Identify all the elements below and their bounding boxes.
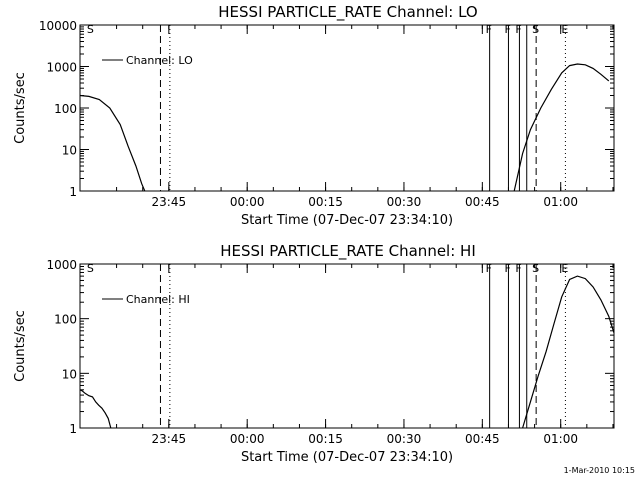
x-axis-label: Start Time (07-Dec-07 23:34:10) xyxy=(241,213,453,228)
event-marker-label: F xyxy=(486,262,492,275)
legend-label: Channel: LO xyxy=(126,54,193,67)
x-tick-label: 00:00 xyxy=(230,432,265,446)
x-tick-label: 00:00 xyxy=(230,195,265,209)
x-tick-label: 00:30 xyxy=(387,432,422,446)
footer-timestamp: 1-Mar-2010 10:15 xyxy=(564,466,635,475)
event-marker-label: F xyxy=(515,23,521,36)
event-marker-label: F xyxy=(486,23,492,36)
panel-hi: HESSI PARTICLE_RATE Channel: HI 1 10 100 10… xyxy=(13,242,615,465)
y-axis-label: Counts/sec xyxy=(13,310,28,382)
series-line xyxy=(79,94,146,192)
event-marker-label: F xyxy=(504,262,510,275)
y-tick-label: 100 xyxy=(54,313,77,327)
plot-contents: 1 10 100 1000 10000 23:45 00:00 00:15 00:30 00:45… xyxy=(39,19,615,209)
y-tick-label: 1000 xyxy=(46,258,77,272)
x-tick-label: 23:45 xyxy=(152,432,187,446)
series-line xyxy=(79,389,112,429)
event-marker-label: F xyxy=(504,23,510,36)
y-tick-label: 1 xyxy=(69,185,77,199)
series-line xyxy=(513,63,610,192)
legend-label: Channel: HI xyxy=(126,293,190,306)
event-marker-label: S xyxy=(87,262,94,275)
x-tick-label: 00:15 xyxy=(308,432,343,446)
chart-title: HESSI PARTICLE_RATE Channel: HI xyxy=(220,242,476,261)
x-tick-label: 01:00 xyxy=(543,195,578,209)
x-tick-label: 00:45 xyxy=(465,195,500,209)
event-marker-label: E xyxy=(561,262,568,275)
x-tick-label: 01:00 xyxy=(543,432,578,446)
x-tick-label: 00:30 xyxy=(387,195,422,209)
event-marker-label: E xyxy=(561,23,568,36)
y-tick-label: 10 xyxy=(62,144,77,158)
y-tick-label: 1 xyxy=(69,422,77,436)
event-marker-label: S xyxy=(532,23,539,36)
y-tick-label: 10000 xyxy=(39,19,77,33)
x-tick-label: 00:45 xyxy=(465,432,500,446)
chart-title: HESSI PARTICLE_RATE Channel: LO xyxy=(218,3,477,22)
panel-lo: HESSI PARTICLE_RATE Channel: LO 1 10 100 10… xyxy=(13,3,615,228)
event-marker-label: S xyxy=(87,23,94,36)
x-axis-label: Start Time (07-Dec-07 23:34:10) xyxy=(241,450,453,465)
y-tick-label: 10 xyxy=(62,367,77,381)
y-tick-label: 1000 xyxy=(46,61,77,75)
plot-contents: 1 10 100 1000 23:45 00:00 00:15 00:30 00:45 01:00… xyxy=(46,258,615,446)
x-tick-label: 00:15 xyxy=(308,195,343,209)
event-marker-label: F xyxy=(515,262,521,275)
y-tick-label: 100 xyxy=(54,102,77,116)
series-line xyxy=(522,275,615,429)
y-axis-label: Counts/sec xyxy=(13,72,28,144)
x-tick-label: 23:45 xyxy=(152,195,187,209)
event-marker-label: S xyxy=(532,262,539,275)
